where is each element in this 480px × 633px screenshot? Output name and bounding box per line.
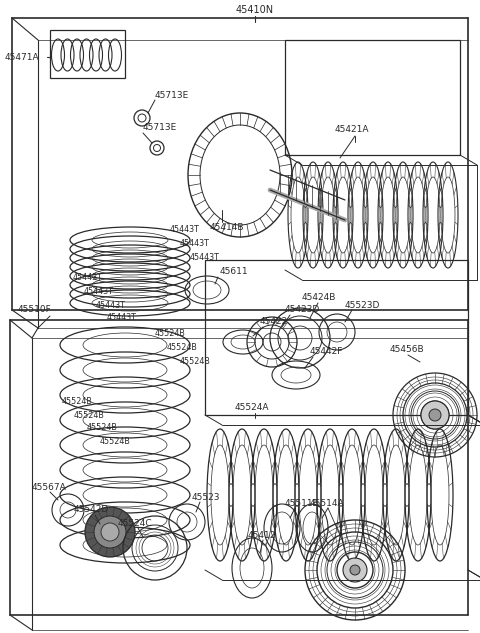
Ellipse shape (94, 516, 126, 548)
Text: 45456B: 45456B (390, 346, 425, 354)
Ellipse shape (343, 558, 367, 582)
Ellipse shape (429, 409, 441, 421)
Ellipse shape (85, 507, 135, 557)
Bar (205, 260, 468, 415)
Text: 45443T: 45443T (180, 239, 210, 249)
Text: 45511E: 45511E (285, 499, 319, 508)
Text: 45443T: 45443T (73, 273, 103, 282)
Text: 45542D: 45542D (74, 506, 109, 515)
Text: 45524B: 45524B (87, 423, 118, 432)
Text: 45412: 45412 (248, 530, 276, 539)
Text: 45442F: 45442F (310, 348, 343, 356)
Text: 45514A: 45514A (310, 499, 345, 508)
Text: 45443T: 45443T (170, 225, 200, 234)
Text: 45443T: 45443T (190, 253, 220, 263)
Text: 45524B: 45524B (155, 329, 186, 337)
Text: 45443T: 45443T (107, 313, 137, 322)
Ellipse shape (350, 565, 360, 575)
Text: 45524A: 45524A (235, 403, 269, 413)
Text: 45524B: 45524B (100, 437, 131, 446)
Bar (285, 40, 460, 155)
Ellipse shape (101, 523, 119, 541)
Text: 45423D: 45423D (285, 306, 320, 315)
Bar (50, 30, 125, 78)
Text: 45524C: 45524C (118, 518, 153, 527)
Text: 45524B: 45524B (62, 398, 93, 406)
Text: 45421A: 45421A (335, 125, 370, 134)
Text: 45443T: 45443T (84, 287, 114, 296)
Text: 45414B: 45414B (210, 223, 244, 232)
Text: 45713E: 45713E (155, 91, 189, 99)
Text: 45611: 45611 (220, 268, 249, 277)
Text: 45713E: 45713E (143, 123, 177, 132)
Text: 45524B: 45524B (167, 344, 198, 353)
Text: 45524B: 45524B (74, 410, 105, 420)
Text: 45471A: 45471A (5, 53, 40, 61)
Text: 45422: 45422 (260, 318, 288, 327)
Ellipse shape (421, 401, 449, 429)
Text: 45567A: 45567A (32, 482, 67, 491)
Text: 45523D: 45523D (345, 301, 380, 310)
Text: 45523: 45523 (192, 492, 220, 501)
Text: 45443T: 45443T (96, 301, 126, 310)
Text: 45410N: 45410N (236, 5, 274, 15)
Text: 45424B: 45424B (302, 294, 336, 303)
Text: 45510F: 45510F (18, 306, 52, 315)
Text: 45524B: 45524B (180, 358, 211, 367)
